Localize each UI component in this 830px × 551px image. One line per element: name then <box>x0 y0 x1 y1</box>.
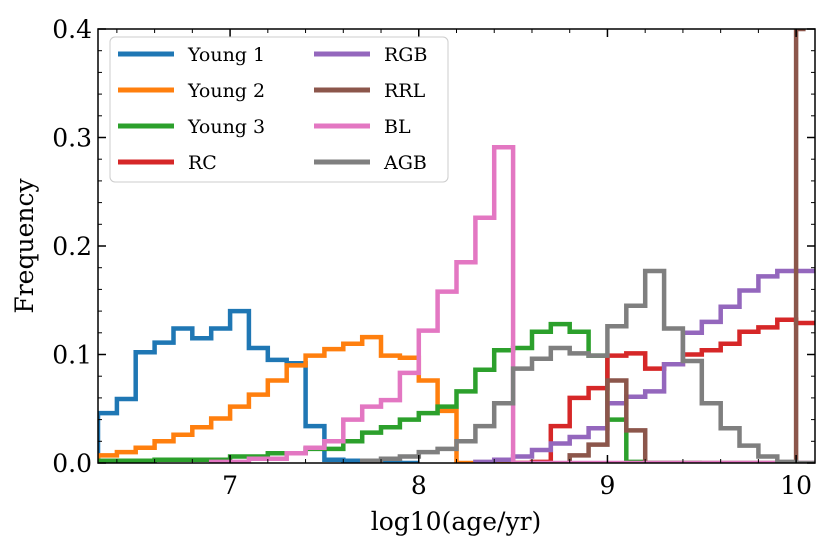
x-tick-label-10: 10 <box>780 471 812 500</box>
series-line-rrl <box>567 29 806 463</box>
legend-frame <box>109 36 449 183</box>
x-tick-labels: 7 8 9 10 <box>222 471 812 500</box>
legend-label-young-2: Young 2 <box>187 80 265 102</box>
y-tick-label-0.1: 0.1 <box>52 341 92 370</box>
series-line-rgb <box>473 268 815 463</box>
legend-label-rgb: RGB <box>384 44 427 66</box>
x-tick-label-7: 7 <box>222 471 238 500</box>
legend-label-young-1: Young 1 <box>187 44 265 66</box>
y-tick-label-0.2: 0.2 <box>52 232 92 261</box>
series-line-young-1 <box>98 308 419 463</box>
y-tick-labels: 0.0 0.1 0.2 0.3 0.4 <box>52 15 92 478</box>
y-tick-label-0.4: 0.4 <box>52 15 92 44</box>
legend-label-rc: RC <box>188 152 217 174</box>
x-tick-label-8: 8 <box>411 471 427 500</box>
y-axis-label: Frequency <box>10 178 39 314</box>
legend-label-bl: BL <box>384 116 411 138</box>
legend-label-rrl: RRL <box>384 80 426 102</box>
x-tick-label-9: 9 <box>599 471 615 500</box>
series-line-bl <box>208 145 815 463</box>
series-layer <box>98 29 815 463</box>
y-tick-label-0.3: 0.3 <box>52 124 92 153</box>
legend: Young 1 Young 2 Young 3 RC RGB RRL BL AGB <box>109 36 449 183</box>
series-line-agb <box>359 268 815 463</box>
y-tick-label-0.0: 0.0 <box>52 449 92 478</box>
plot-frame <box>97 28 816 464</box>
legend-label-agb: AGB <box>383 152 427 174</box>
x-axis-label: log10(age/yr) <box>371 507 542 536</box>
legend-label-young-3: Young 3 <box>187 116 265 138</box>
series-line-young-2 <box>98 334 532 463</box>
